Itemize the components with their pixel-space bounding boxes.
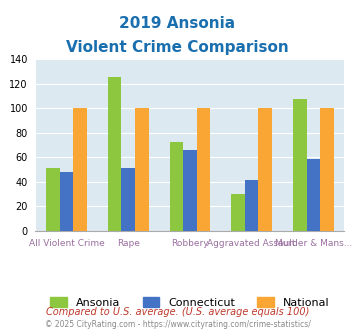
Bar: [258, 109, 272, 231]
Text: 2019 Ansonia: 2019 Ansonia: [119, 16, 236, 31]
Bar: [245, 180, 258, 231]
Text: Violent Crime Comparison: Violent Crime Comparison: [66, 40, 289, 54]
Text: © 2025 CityRating.com - https://www.cityrating.com/crime-statistics/: © 2025 CityRating.com - https://www.city…: [45, 320, 310, 329]
Bar: [108, 77, 121, 231]
Bar: [46, 169, 60, 231]
Bar: [231, 194, 245, 231]
Bar: [121, 169, 135, 231]
Bar: [170, 142, 183, 231]
Bar: [73, 109, 87, 231]
Bar: [135, 109, 148, 231]
Legend: Ansonia, Connecticut, National: Ansonia, Connecticut, National: [50, 297, 329, 308]
Bar: [320, 109, 334, 231]
Bar: [307, 159, 320, 231]
Bar: [60, 172, 73, 231]
Bar: [197, 109, 210, 231]
Bar: [183, 150, 197, 231]
Text: Compared to U.S. average. (U.S. average equals 100): Compared to U.S. average. (U.S. average …: [46, 307, 309, 317]
Bar: [293, 99, 307, 231]
